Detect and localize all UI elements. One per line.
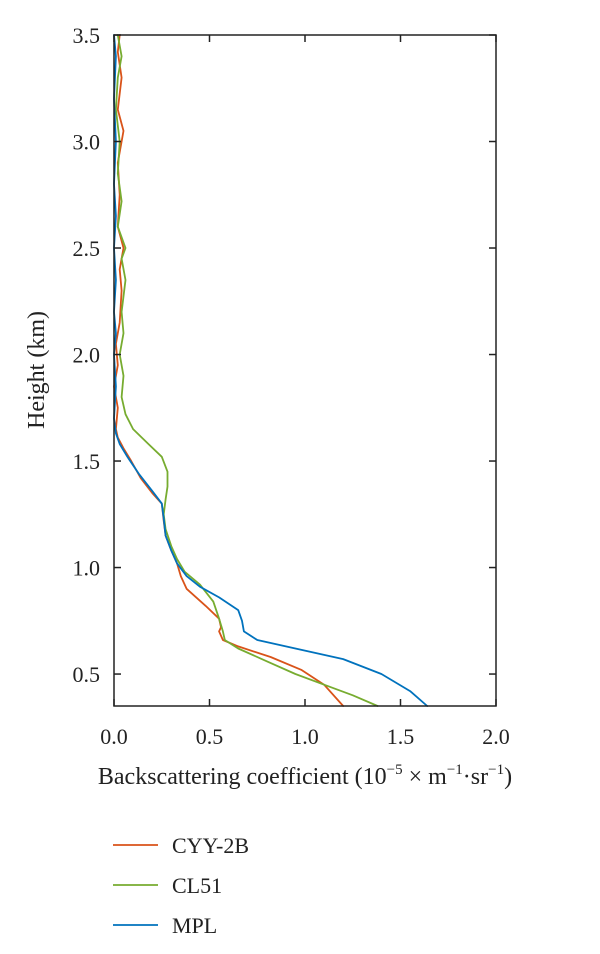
x-tick-label: 1.5 xyxy=(387,724,415,749)
y-tick-label: 2.0 xyxy=(73,343,101,368)
y-tick-label: 2.5 xyxy=(73,236,101,261)
y-tick-label: 3.0 xyxy=(73,130,101,155)
x-tick-label: 1.0 xyxy=(291,724,319,749)
legend-label: CL51 xyxy=(172,873,222,898)
plot-lines xyxy=(113,34,429,707)
x-tick-label: 0.5 xyxy=(196,724,224,749)
legend-label: CYY-2B xyxy=(172,833,249,858)
y-tick-label: 3.5 xyxy=(73,23,101,48)
plot-frame xyxy=(113,34,497,707)
x-axis-title: Backscattering coefficient (10−5 × m−1·s… xyxy=(98,762,512,790)
x-tick-label: 2.0 xyxy=(482,724,510,749)
legend: CYY-2B CL51 MPL xyxy=(113,833,249,938)
x-ticks: 0.0 0.5 1.0 1.5 2.0 xyxy=(100,35,510,749)
series-line-cl51 xyxy=(115,34,379,707)
y-ticks: 0.5 1.0 1.5 2.0 2.5 3.0 3.5 xyxy=(73,23,496,687)
series-line-cyy-2b xyxy=(113,34,345,707)
legend-label: MPL xyxy=(172,913,217,938)
y-tick-label: 1.0 xyxy=(73,556,101,581)
y-axis-title: Height (km) xyxy=(24,311,50,429)
y-tick-label: 0.5 xyxy=(73,662,101,687)
series-line-mpl xyxy=(113,34,429,707)
x-tick-label: 0.0 xyxy=(100,724,128,749)
y-tick-label: 1.5 xyxy=(73,449,101,474)
